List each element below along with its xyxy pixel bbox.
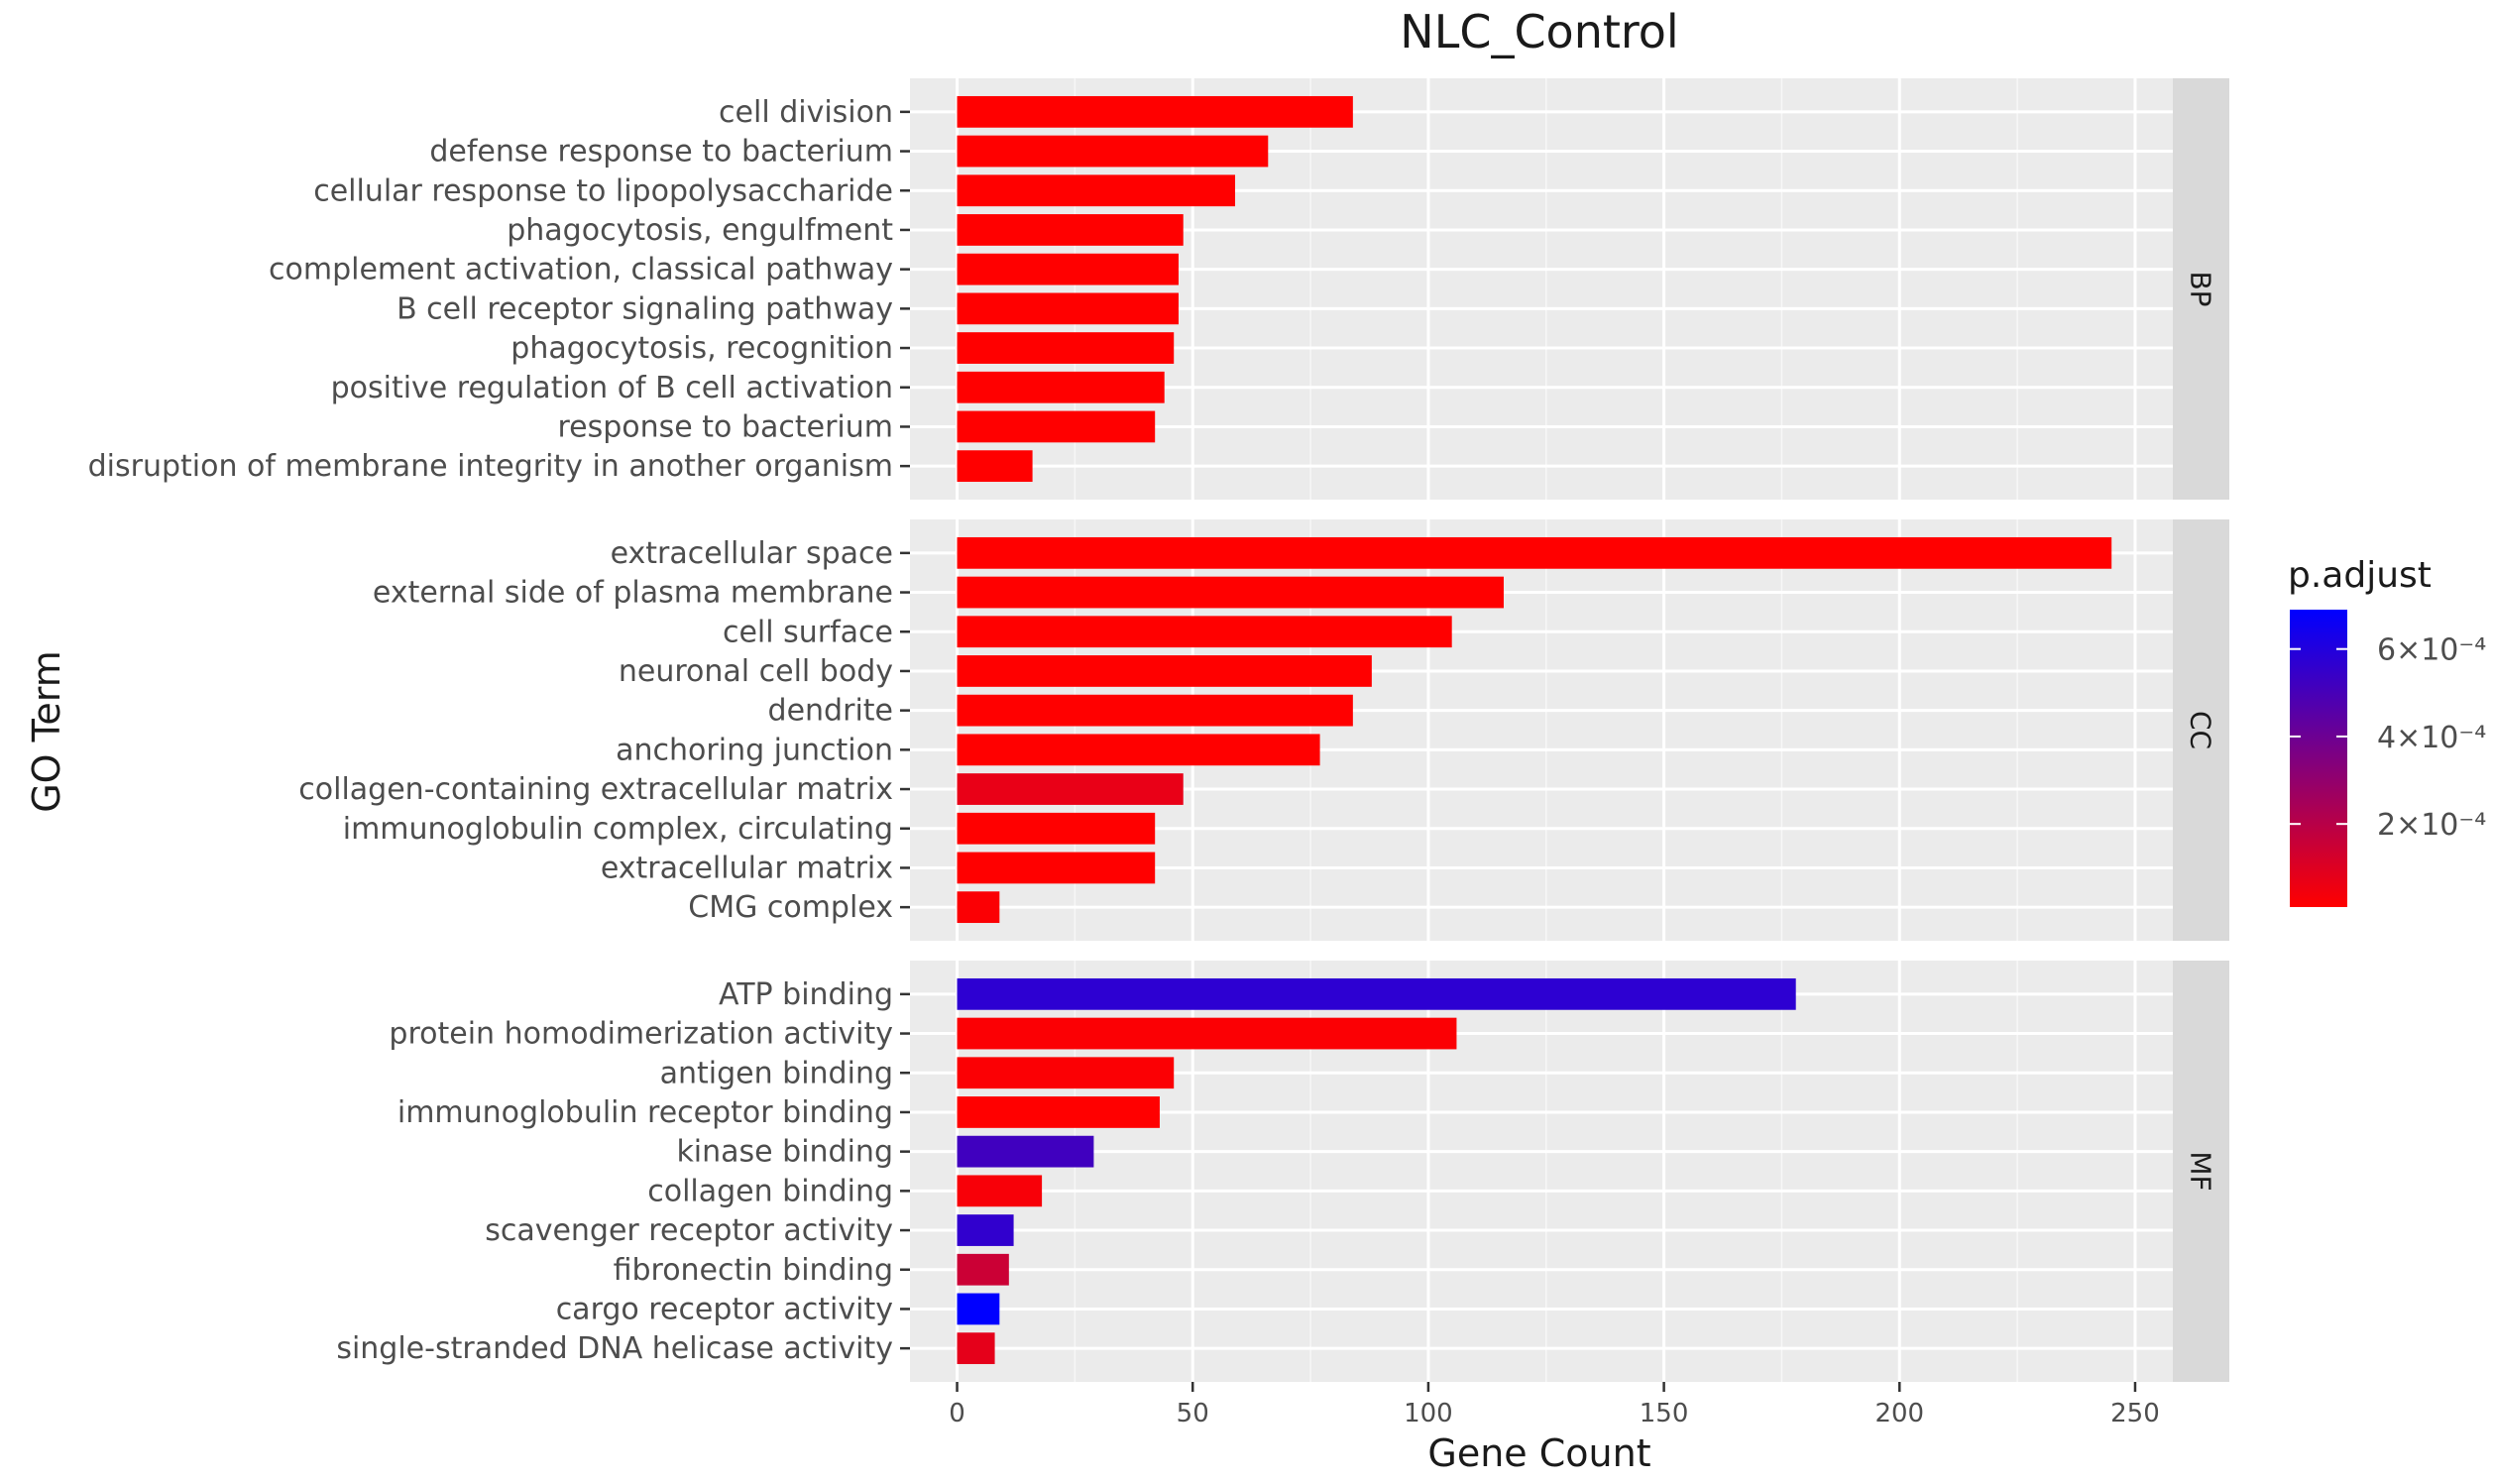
x-axis-title: Gene Count	[1427, 1431, 1650, 1475]
category-label: disruption of membrane integrity in anot…	[88, 449, 893, 484]
category-label: dendrite	[768, 694, 893, 729]
bar-complement-activation-classical-pathway	[957, 253, 1179, 285]
bar-protein-homodimerization-activity	[957, 1017, 1457, 1050]
category-label: phagocytosis, engulfment	[507, 213, 893, 248]
x-tick-label: 0	[949, 1399, 965, 1428]
bar-collagen-binding	[957, 1175, 1043, 1207]
x-tick-label: 200	[1874, 1399, 1924, 1428]
bar-antigen-binding	[957, 1057, 1175, 1089]
x-tick-label: 100	[1404, 1399, 1453, 1428]
bar-neuronal-cell-body	[957, 655, 1372, 687]
y-axis-title: GO Term	[25, 650, 68, 813]
bar-collagen-containing-extracellular-matrix	[957, 773, 1184, 805]
bar-external-side-of-plasma-membrane	[957, 576, 1504, 609]
category-label: phagocytosis, recognition	[510, 331, 893, 366]
bar-single-stranded-dna-helicase-activity	[957, 1332, 995, 1365]
bar-disruption-of-membrane-integrity-in-another-organism	[957, 450, 1033, 483]
category-label: extracellular space	[611, 536, 893, 571]
facet-strip	[2173, 519, 2229, 941]
bar-positive-regulation-of-b-cell-activation	[957, 371, 1165, 403]
category-label: antigen binding	[660, 1056, 893, 1090]
category-label: collagen binding	[647, 1174, 893, 1208]
category-label: neuronal cell body	[619, 654, 893, 689]
legend-label: 6×10⁻⁴	[2377, 633, 2486, 668]
bar-fibronectin-binding	[957, 1253, 1009, 1286]
bar-defense-response-to-bacterium	[957, 135, 1269, 168]
bar-phagocytosis-recognition	[957, 332, 1175, 364]
category-label: CMG complex	[688, 890, 893, 925]
category-label: protein homodimerization activity	[389, 1017, 893, 1052]
category-label: cell division	[719, 95, 893, 130]
legend: p.adjust 6×10⁻⁴ 4×10⁻⁴ 2×10⁻⁴	[2288, 555, 2486, 907]
facet-cc: extracellular space external side of plas…	[298, 519, 2229, 941]
category-label: ATP binding	[719, 977, 893, 1012]
bar-kinase-binding	[957, 1135, 1094, 1168]
x-tick-label: 150	[1640, 1399, 1689, 1428]
category-label: scavenger receptor activity	[485, 1213, 893, 1248]
bar-atp-binding	[957, 977, 1796, 1010]
category-label: kinase binding	[676, 1135, 893, 1170]
legend-label: 2×10⁻⁴	[2377, 808, 2486, 843]
facet-strip-label: MF	[2185, 1151, 2217, 1191]
bar-cargo-receptor-activity	[957, 1293, 1000, 1325]
category-label: collagen-containing extracellular matrix	[298, 772, 893, 807]
category-label: defense response to bacterium	[429, 135, 893, 170]
bar-immunoglobulin-complex-circulating	[957, 812, 1156, 845]
facets-layer: cell division defense response to bacteri…	[88, 78, 2229, 1382]
category-label: external side of plasma membrane	[373, 576, 893, 611]
bar-cell-surface	[957, 616, 1452, 648]
bar-scavenger-receptor-activity	[957, 1214, 1014, 1246]
facet-strip-label: CC	[2185, 711, 2217, 749]
category-label: cargo receptor activity	[556, 1292, 893, 1326]
bar-extracellular-space	[957, 536, 2112, 569]
category-label: anchoring junction	[616, 733, 893, 767]
x-axis: 0 50 100 150 200 250	[949, 1382, 2160, 1428]
category-label: cell surface	[723, 615, 893, 649]
legend-label: 4×10⁻⁴	[2377, 721, 2486, 755]
x-tick-label: 50	[1177, 1399, 1209, 1428]
category-label: single-stranded DNA helicase activity	[336, 1331, 893, 1366]
facet-strip-label: BP	[2185, 271, 2217, 306]
category-label: extracellular matrix	[601, 851, 893, 885]
legend-title: p.adjust	[2288, 555, 2432, 596]
bar-phagocytosis-engulfment	[957, 214, 1184, 246]
category-label: positive regulation of B cell activation	[331, 371, 893, 405]
facet-bp: cell division defense response to bacteri…	[88, 78, 2229, 500]
bar-cell-division	[957, 95, 1353, 128]
category-label: immunoglobulin receptor binding	[397, 1095, 893, 1130]
bar-cellular-response-to-lipopolysaccharide	[957, 174, 1236, 207]
bar-b-cell-receptor-signaling-pathway	[957, 292, 1179, 325]
category-label: B cell receptor signaling pathway	[397, 291, 893, 326]
category-label: fibronectin binding	[614, 1253, 893, 1288]
bar-extracellular-matrix	[957, 852, 1156, 884]
category-label: immunoglobulin complex, circulating	[343, 812, 893, 847]
category-label: cellular response to lipopolysaccharide	[313, 173, 893, 208]
category-label: response to bacterium	[558, 409, 894, 444]
bar-anchoring-junction	[957, 734, 1320, 766]
legend-colorbar	[2290, 610, 2347, 907]
facet-strip	[2173, 961, 2229, 1382]
bar-cmg-complex	[957, 891, 1000, 924]
facet-mf: ATP binding protein homodimerization acti…	[336, 961, 2229, 1382]
bar-response-to-bacterium	[957, 410, 1156, 443]
bar-immunoglobulin-receptor-binding	[957, 1096, 1160, 1128]
category-label: complement activation, classical pathway	[269, 253, 893, 287]
x-tick-label: 250	[2110, 1399, 2160, 1428]
bar-dendrite	[957, 694, 1353, 727]
facet-strip	[2173, 78, 2229, 500]
chart-title: NLC_Control	[1400, 5, 1678, 58]
